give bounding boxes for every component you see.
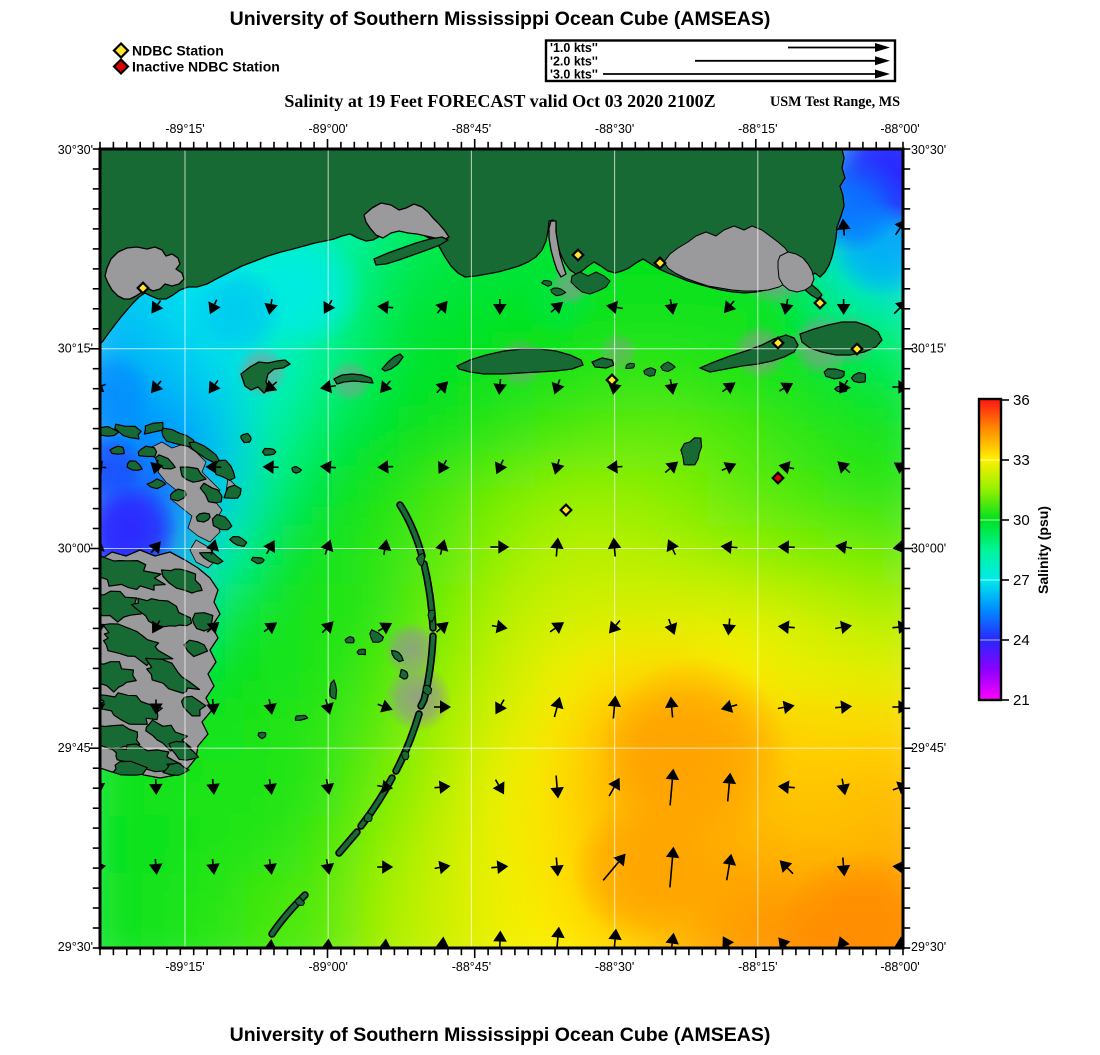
svg-text:30°15': 30°15' [911,342,946,356]
svg-text:'1.0 kts'': '1.0 kts'' [550,41,598,55]
svg-text:33: 33 [1013,452,1030,469]
svg-text:-88°30': -88°30' [595,960,634,974]
svg-text:30: 30 [1013,512,1030,529]
svg-text:-89°15': -89°15' [165,122,204,136]
svg-text:-88°45': -88°45' [452,122,491,136]
svg-text:30°30': 30°30' [911,143,946,157]
svg-text:Salinity at 19 Feet FORECAST v: Salinity at 19 Feet FORECAST valid Oct 0… [284,91,715,111]
svg-text:NDBC Station: NDBC Station [132,43,224,59]
svg-text:27: 27 [1013,572,1030,589]
svg-text:-88°45': -88°45' [452,960,491,974]
svg-text:29°45': 29°45' [911,741,946,755]
svg-text:Inactive NDBC Station: Inactive NDBC Station [132,59,280,75]
svg-text:-89°00': -89°00' [309,960,348,974]
svg-text:24: 24 [1013,632,1030,649]
svg-text:Salinity (psu): Salinity (psu) [1035,506,1051,594]
svg-text:-88°15': -88°15' [738,960,777,974]
svg-text:36: 36 [1013,392,1030,409]
svg-text:29°45': 29°45' [58,741,93,755]
svg-text:-89°15': -89°15' [165,960,204,974]
svg-text:30°15': 30°15' [58,342,93,356]
svg-text:30°00': 30°00' [58,542,93,556]
svg-text:'2.0 kts'': '2.0 kts'' [550,54,598,68]
svg-text:21: 21 [1013,692,1030,709]
svg-text:'3.0 kts'': '3.0 kts'' [550,68,598,82]
svg-text:-88°00': -88°00' [880,960,919,974]
svg-text:30°00': 30°00' [911,542,946,556]
svg-text:30°30': 30°30' [58,143,93,157]
svg-text:University of Southern Mississ: University of Southern Mississippi Ocean… [230,8,771,30]
svg-text:University of Southern Mississ: University of Southern Mississippi Ocean… [230,1024,771,1046]
svg-text:USM Test Range, MS: USM Test Range, MS [770,94,900,110]
svg-text:29°30': 29°30' [58,940,93,954]
svg-text:-89°00': -89°00' [309,122,348,136]
svg-text:-88°00': -88°00' [880,122,919,136]
svg-text:-88°30': -88°30' [595,122,634,136]
svg-text:29°30': 29°30' [911,940,946,954]
svg-text:-88°15': -88°15' [738,122,777,136]
